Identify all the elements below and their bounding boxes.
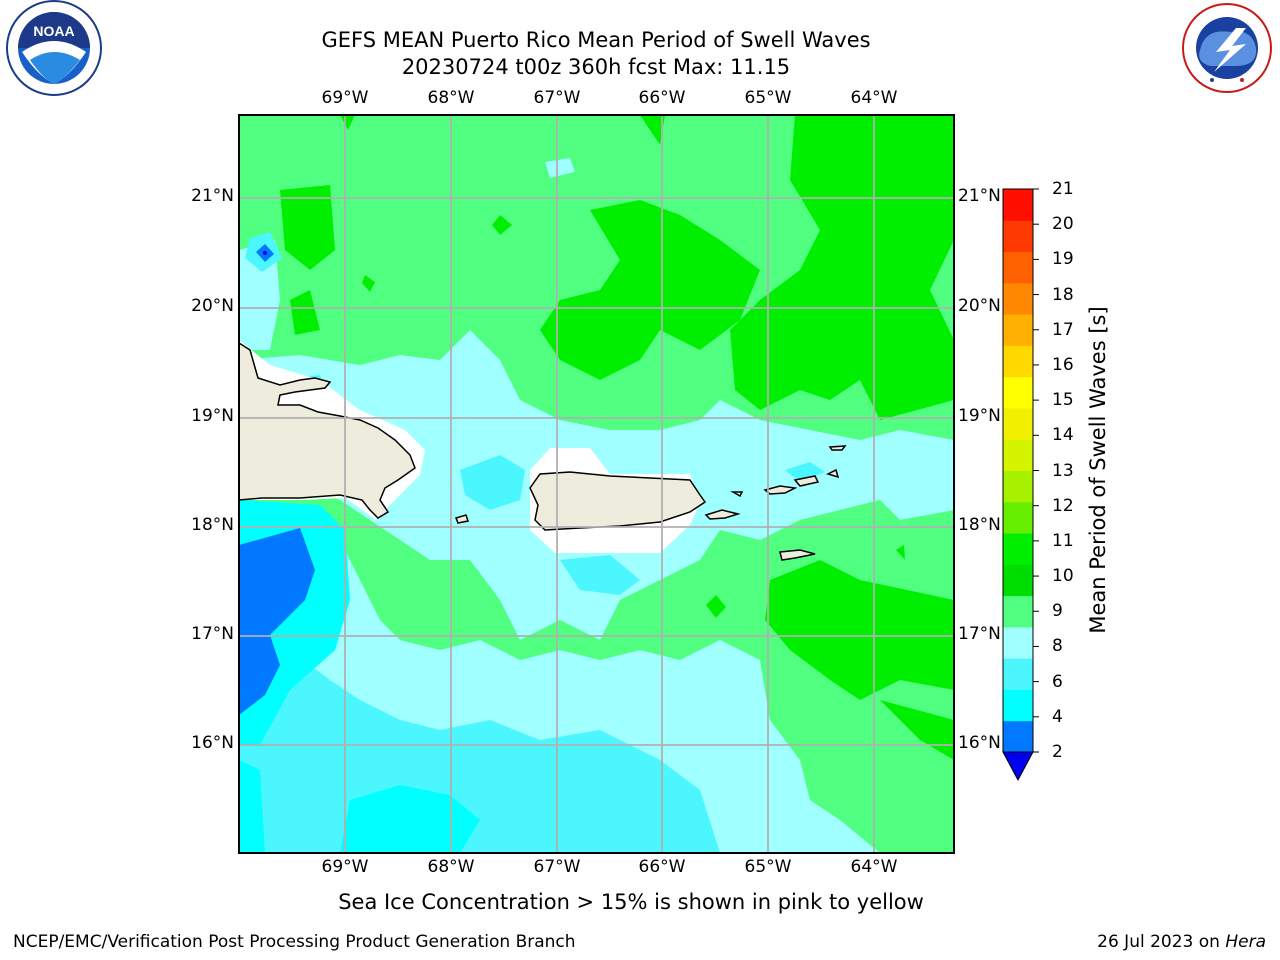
colorbar-tick-label: 20	[1052, 214, 1074, 235]
colorbar-extend-triangle	[1002, 751, 1034, 782]
lon-label-bottom: 69°W	[321, 857, 369, 877]
colorbar-tick-label: 19	[1052, 249, 1074, 270]
colorbar-tick-label: 13	[1052, 460, 1074, 481]
graticule	[239, 115, 954, 853]
footer-credit: NCEP/EMC/Verification Post Processing Pr…	[13, 932, 576, 952]
sea-ice-note: Sea Ice Concentration > 15% is shown in …	[338, 890, 924, 914]
colorbar-tick-label: 8	[1052, 636, 1063, 657]
lat-label-right: 20°N	[958, 296, 1001, 316]
colorbar-tick-label: 4	[1052, 706, 1063, 727]
colorbar-tick-label: 16	[1052, 354, 1074, 375]
lat-label-left: 21°N	[191, 186, 234, 206]
colorbar-segment	[1003, 439, 1033, 471]
lat-label-left: 17°N	[191, 624, 234, 644]
colorbar-segment	[1003, 720, 1033, 753]
nws-logo	[1182, 3, 1272, 93]
colorbar	[1002, 188, 1039, 782]
noaa-logo-text: NOAA	[33, 23, 74, 39]
footer-machine: Hera	[1225, 932, 1266, 952]
lat-label-right: 17°N	[958, 624, 1001, 644]
field-2-4	[239, 528, 315, 715]
colorbar-segment	[1003, 501, 1033, 534]
colorbar-title: Mean Period of Swell Waves [s]	[1086, 306, 1110, 634]
map-frame	[238, 114, 955, 854]
colorbar-segment	[1003, 689, 1033, 722]
lat-label-right: 18°N	[958, 515, 1001, 535]
colorbar-tick-label: 9	[1052, 601, 1063, 622]
lon-label-bottom: 66°W	[638, 857, 686, 877]
lon-label-top: 67°W	[533, 88, 581, 108]
colorbar-tick-label: 18	[1052, 284, 1074, 305]
colorbar-segment	[1003, 564, 1033, 597]
colorbar-tick-label: 11	[1052, 530, 1074, 551]
colorbar-tick-label: 10	[1052, 566, 1074, 587]
lat-label-left: 16°N	[191, 733, 234, 753]
colorbar-segment	[1003, 376, 1033, 409]
colorbar-tick-label: 6	[1052, 671, 1063, 692]
colorbar-segment	[1003, 407, 1033, 440]
colorbar-segment	[1003, 345, 1033, 378]
colorbar-segment	[1003, 220, 1033, 253]
lat-label-right: 19°N	[958, 406, 1001, 426]
lat-label-left: 20°N	[191, 296, 234, 316]
lon-label-bottom: 65°W	[744, 857, 792, 877]
lon-label-bottom: 68°W	[427, 857, 475, 877]
colorbar-tick-label: 21	[1052, 179, 1074, 199]
lat-label-left: 19°N	[191, 406, 234, 426]
lon-label-bottom: 64°W	[850, 857, 898, 877]
st-croix-land	[779, 549, 816, 561]
chart-subtitle: 20230724 t00z 360h fcst Max: 11.15	[401, 55, 791, 79]
colorbar-segment	[1003, 626, 1033, 659]
lat-label-right: 16°N	[958, 733, 1001, 753]
field-10-11-se	[765, 560, 954, 700]
colorbar-tick-label: 15	[1052, 390, 1074, 411]
colorbar-tick-label: 14	[1052, 425, 1074, 446]
field-10-11-nw	[280, 185, 335, 270]
colorbar-segment	[1003, 282, 1033, 315]
chart-title: GEFS MEAN Puerto Rico Mean Period of Swe…	[321, 28, 871, 52]
lon-label-top: 65°W	[744, 88, 792, 108]
lon-label-top: 68°W	[427, 88, 475, 108]
noaa-logo: NOAA	[6, 0, 102, 96]
colorbar-segment	[1003, 251, 1033, 284]
hispaniola-land	[239, 342, 416, 519]
colorbar-segment	[1003, 658, 1033, 690]
lat-label-right: 21°N	[958, 186, 1001, 206]
field-10-11-n	[540, 200, 760, 380]
colorbar-tick-label: 2	[1052, 742, 1063, 762]
colorbar-segment	[1003, 595, 1033, 628]
lon-label-top: 69°W	[321, 88, 369, 108]
lon-label-bottom: 67°W	[533, 857, 581, 877]
colorbar-tick-label: 17	[1052, 319, 1074, 340]
colorbar-segment	[1003, 533, 1033, 565]
field-10-11-ne	[730, 115, 954, 420]
colorbar-tick-label: 12	[1052, 495, 1074, 516]
colorbar-segment	[1003, 189, 1033, 221]
lon-label-top: 66°W	[638, 88, 686, 108]
lat-label-left: 18°N	[191, 515, 234, 535]
footer-date: 26 Jul 2023 on Hera	[1097, 932, 1266, 952]
colorbar-segment	[1003, 314, 1033, 346]
lon-label-top: 64°W	[850, 88, 898, 108]
colorbar-segment	[1003, 470, 1033, 503]
